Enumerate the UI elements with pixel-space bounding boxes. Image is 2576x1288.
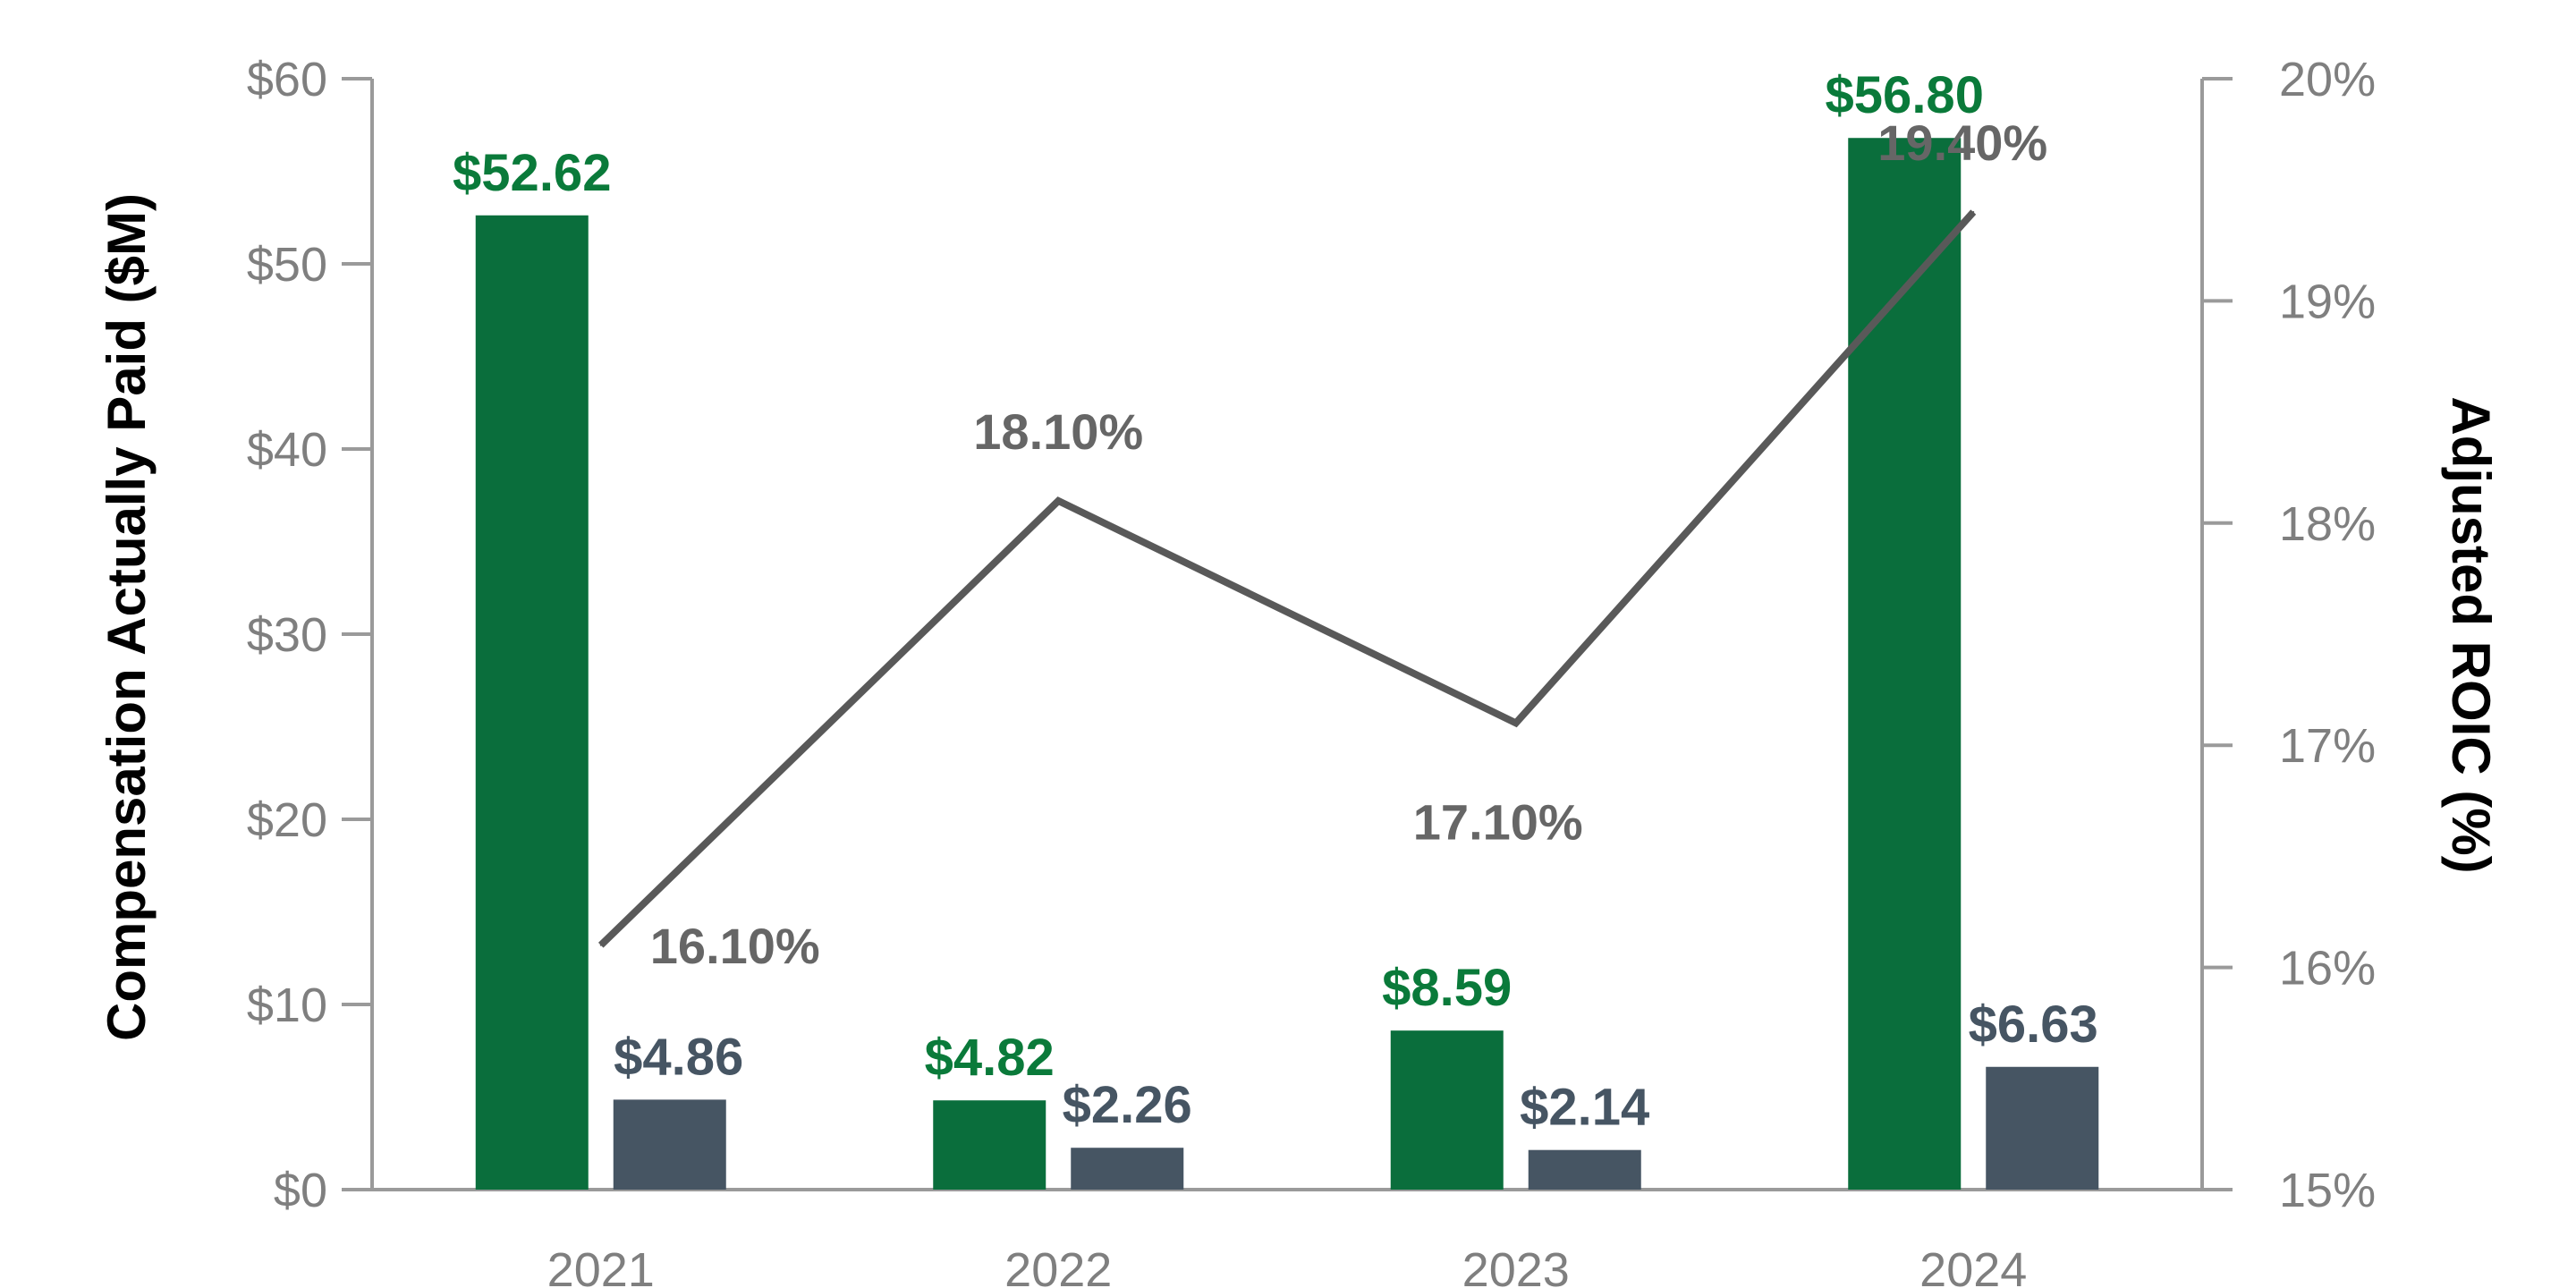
bar-green-2021	[475, 215, 589, 1191]
y-tick-label: $40	[247, 423, 327, 477]
axes: $0 $10 $20 $30 $40 $50 $60 15% 16% 17% 18% 19% 20% 20…	[247, 53, 2376, 1288]
bar-gray-2023	[1528, 1149, 1641, 1190]
y-tick-label: $30	[247, 608, 327, 662]
y2-tick-label: 17%	[2279, 719, 2376, 773]
y-tick-label: $0	[274, 1164, 327, 1217]
roic-point-2022	[1057, 499, 1060, 502]
bar-green-2024	[1848, 138, 1962, 1191]
roic-point-2023	[1514, 722, 1517, 724]
x-tick-label: 2024	[1919, 1243, 2027, 1288]
y2-tick-label: 16%	[2279, 942, 2376, 996]
bar-green-2023	[1390, 1030, 1504, 1190]
roic-point-2024	[1972, 211, 1975, 214]
y2-tick-label: 15%	[2279, 1164, 2376, 1217]
y2-axis-title: Adjusted ROIC (%)	[2441, 396, 2501, 873]
bar-label-green-2023: $8.59	[1382, 959, 1512, 1017]
data-labels: $52.62 $4.82 $8.59 $56.80 $4.86 $2.26 $2.14 $6.…	[453, 66, 2098, 1136]
roic-point-2021	[599, 944, 602, 946]
bar-label-green-2022: $4.82	[925, 1029, 1055, 1087]
bar-label-gray-2022: $2.26	[1063, 1076, 1192, 1134]
y-axis-title: Compensation Actually Paid ($M)	[97, 193, 157, 1041]
roic-label-2021: 16.10%	[650, 918, 820, 974]
x-tick-label: 2021	[547, 1243, 655, 1288]
bar-label-gray-2023: $2.14	[1520, 1079, 1649, 1137]
bar-label-green-2021: $52.62	[453, 144, 611, 202]
y2-tick-label: 18%	[2279, 497, 2376, 551]
bar-gray-2021	[613, 1099, 726, 1190]
bar-green-2022	[933, 1100, 1046, 1190]
bar-label-gray-2021: $4.86	[614, 1028, 743, 1086]
bar-gray-2024	[1986, 1066, 2099, 1190]
y-tick-label: $50	[247, 238, 327, 292]
bars	[475, 138, 2099, 1191]
bar-gray-2022	[1071, 1148, 1184, 1190]
x-tick-label: 2023	[1462, 1243, 1570, 1288]
y-tick-label: $20	[247, 793, 327, 847]
roic-label-2022: 18.10%	[973, 403, 1143, 460]
roic-line	[597, 209, 1977, 948]
x-tick-label: 2022	[1004, 1243, 1112, 1288]
y2-tick-label: 20%	[2279, 53, 2376, 106]
bar-label-gray-2024: $6.63	[1969, 996, 2098, 1054]
y2-tick-label: 19%	[2279, 275, 2376, 328]
roic-label-2023: 17.10%	[1413, 793, 1583, 850]
roic-label-2024: 19.40%	[1877, 114, 2047, 171]
y-tick-label: $60	[247, 53, 327, 106]
roic-line-layer	[597, 209, 1977, 948]
bar-label-green-2024: $56.80	[1826, 66, 1984, 124]
y-tick-label: $10	[247, 979, 327, 1032]
